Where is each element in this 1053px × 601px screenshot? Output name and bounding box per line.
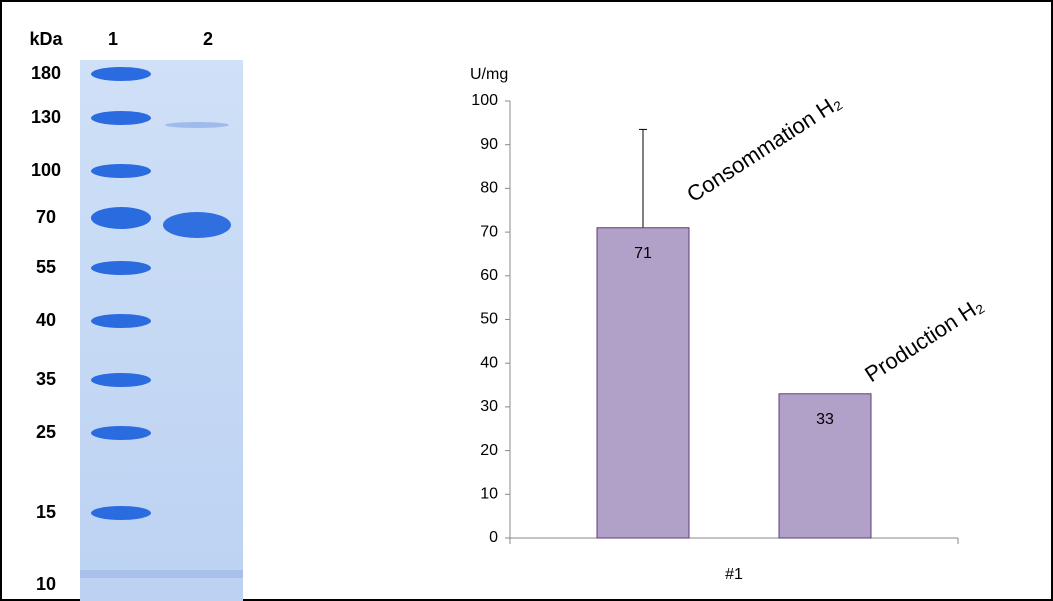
- marker-label: 100: [31, 160, 61, 180]
- marker-label: 70: [36, 207, 56, 227]
- marker-label: 10: [36, 574, 56, 594]
- band: [91, 164, 151, 178]
- marker-label: 35: [36, 369, 56, 389]
- marker-label: 40: [36, 310, 56, 330]
- marker-label: 25: [36, 422, 56, 442]
- y-tick-label: 10: [480, 486, 498, 503]
- gel-bands: [91, 67, 231, 520]
- lane-label: 2: [203, 29, 213, 49]
- marker-label: 130: [31, 107, 61, 127]
- band: [91, 111, 151, 125]
- y-tick-label: 50: [480, 311, 498, 328]
- y-axis-title: U/mg: [470, 66, 508, 83]
- band: [163, 212, 231, 238]
- value-label: 71: [634, 245, 652, 262]
- band: [91, 67, 151, 81]
- lane-label: 1: [108, 29, 118, 49]
- gel-edge: [80, 570, 243, 578]
- band: [91, 207, 151, 229]
- marker-label: 55: [36, 257, 56, 277]
- y-tick-label: 30: [480, 398, 498, 415]
- x-tick-label: #1: [725, 566, 743, 583]
- band: [91, 314, 151, 328]
- marker-label: 180: [31, 63, 61, 83]
- band: [91, 506, 151, 520]
- bar: [778, 393, 872, 539]
- marker-label: 15: [36, 502, 56, 522]
- gel-unit: kDa: [29, 29, 63, 49]
- y-tick-label: 40: [480, 354, 498, 371]
- y-tick-label: 20: [480, 442, 498, 459]
- y-tick-label: 80: [480, 180, 498, 197]
- y-tick-label: 60: [480, 267, 498, 284]
- y-tick-label: 70: [480, 223, 498, 240]
- gel: [80, 60, 243, 601]
- band: [91, 261, 151, 275]
- band: [91, 373, 151, 387]
- y-tick-label: 100: [471, 92, 498, 109]
- band: [165, 122, 229, 128]
- value-label: 33: [816, 411, 834, 428]
- y-tick-label: 90: [480, 136, 498, 153]
- bar: [596, 227, 690, 539]
- y-tick-label: 0: [489, 529, 498, 546]
- band: [91, 426, 151, 440]
